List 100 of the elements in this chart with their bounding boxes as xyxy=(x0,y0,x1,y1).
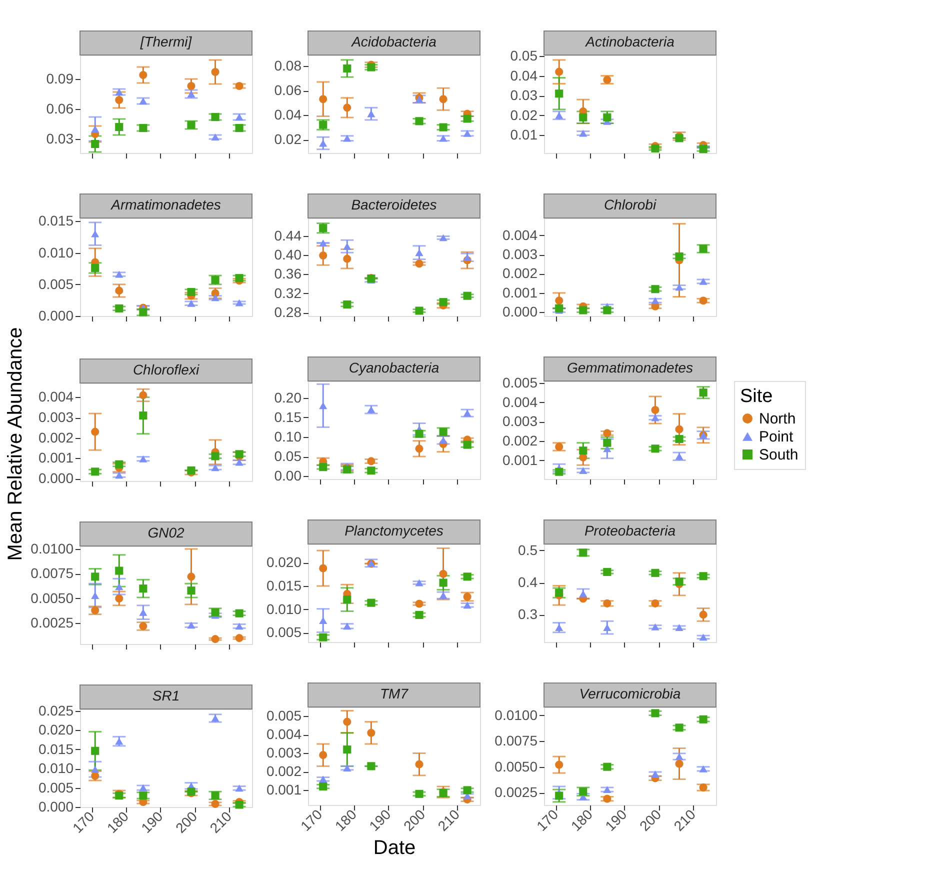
x-tick-label: 190 xyxy=(602,806,630,834)
y-tick-label: 0.20 xyxy=(274,389,302,406)
point xyxy=(319,463,328,472)
y-tick-label: 0.010 xyxy=(266,600,302,617)
point xyxy=(463,602,472,609)
point xyxy=(463,572,472,581)
y-tick-label: 0.003 xyxy=(502,246,538,262)
point xyxy=(603,624,612,632)
point xyxy=(139,308,148,316)
point xyxy=(603,786,612,794)
y-tick-label: 0.04 xyxy=(274,106,302,123)
point xyxy=(579,306,588,314)
point xyxy=(415,760,424,768)
y-tick-label: 0.28 xyxy=(274,304,302,320)
point xyxy=(91,230,100,238)
point xyxy=(139,622,148,630)
point xyxy=(651,406,660,414)
point xyxy=(579,467,588,474)
point xyxy=(211,800,220,808)
y-tick-label: 0.000 xyxy=(38,798,74,814)
point xyxy=(415,444,424,453)
y-tick-label: 0.000 xyxy=(38,308,74,324)
chart-title: Bacteroidetes xyxy=(351,196,437,212)
x-tick-label: 170 xyxy=(297,806,326,834)
point xyxy=(463,254,472,261)
y-tick-label: 0.001 xyxy=(502,452,538,468)
point xyxy=(367,110,376,118)
point xyxy=(675,252,684,260)
y-tick-label: 0.40 xyxy=(274,246,302,262)
x-tick-label: 200 xyxy=(400,806,428,834)
point xyxy=(367,63,376,72)
point xyxy=(555,112,564,119)
y-tick-label: 0.003 xyxy=(502,413,538,430)
point xyxy=(603,429,612,438)
point xyxy=(675,753,684,760)
point xyxy=(463,410,472,417)
point xyxy=(91,772,100,780)
point xyxy=(91,606,100,614)
point xyxy=(187,572,196,581)
point xyxy=(603,113,612,122)
y-tick-label: 0.06 xyxy=(46,100,74,116)
point xyxy=(343,596,352,604)
point xyxy=(235,634,244,642)
chart-title: [Thermi] xyxy=(139,34,193,50)
point xyxy=(699,783,708,792)
y-tick-label: 0.004 xyxy=(38,388,74,405)
point xyxy=(555,624,564,632)
chart-title: Gemmatimonadetes xyxy=(566,360,694,376)
chart-title: Armatimonadetes xyxy=(110,196,221,212)
point xyxy=(91,746,100,755)
y-tick-label: 0.32 xyxy=(274,284,302,301)
y-tick-label: 0.0050 xyxy=(494,758,538,774)
point xyxy=(91,140,100,148)
y-tick-label: 0.005 xyxy=(502,374,538,390)
point xyxy=(343,718,352,726)
point xyxy=(415,600,424,608)
point xyxy=(91,592,100,599)
point xyxy=(211,134,220,140)
point xyxy=(367,406,376,414)
y-tick-label: 0.002 xyxy=(502,432,538,448)
point xyxy=(211,294,220,302)
point xyxy=(343,134,352,142)
point xyxy=(651,568,660,577)
point xyxy=(139,412,148,420)
chart-title: Acidobacteria xyxy=(350,34,437,50)
point xyxy=(699,145,708,154)
point xyxy=(579,590,588,598)
point xyxy=(235,82,244,90)
point xyxy=(115,566,124,575)
x-tick-label: 200 xyxy=(636,806,664,834)
y-tick-label: 0.05 xyxy=(510,47,538,64)
y-tick-label: 0.004 xyxy=(502,226,538,243)
y-tick-label: 0.0100 xyxy=(494,706,538,723)
point xyxy=(343,64,352,73)
y-tick-label: 0.06 xyxy=(274,82,302,98)
y-tick-label: 0.001 xyxy=(266,782,302,798)
y-tick-label: 0.02 xyxy=(274,131,302,148)
point xyxy=(139,70,148,80)
point xyxy=(603,599,612,608)
point xyxy=(579,130,588,137)
point xyxy=(675,284,684,291)
point xyxy=(699,296,708,305)
point xyxy=(439,134,448,142)
y-tick-label: 0.0075 xyxy=(30,565,74,582)
point xyxy=(415,610,424,619)
point xyxy=(439,570,448,578)
point xyxy=(235,124,244,132)
point xyxy=(415,579,424,586)
point xyxy=(115,88,124,96)
point xyxy=(415,306,424,315)
y-tick-label: 0.001 xyxy=(38,450,74,466)
y-tick-label: 0.002 xyxy=(502,265,538,282)
point xyxy=(415,790,424,798)
point xyxy=(415,260,424,268)
x-tick-label: 170 xyxy=(533,806,562,834)
point xyxy=(555,90,564,98)
point xyxy=(139,791,148,800)
point xyxy=(91,766,100,773)
y-tick-label: 0.0100 xyxy=(30,540,74,556)
point xyxy=(235,609,244,618)
